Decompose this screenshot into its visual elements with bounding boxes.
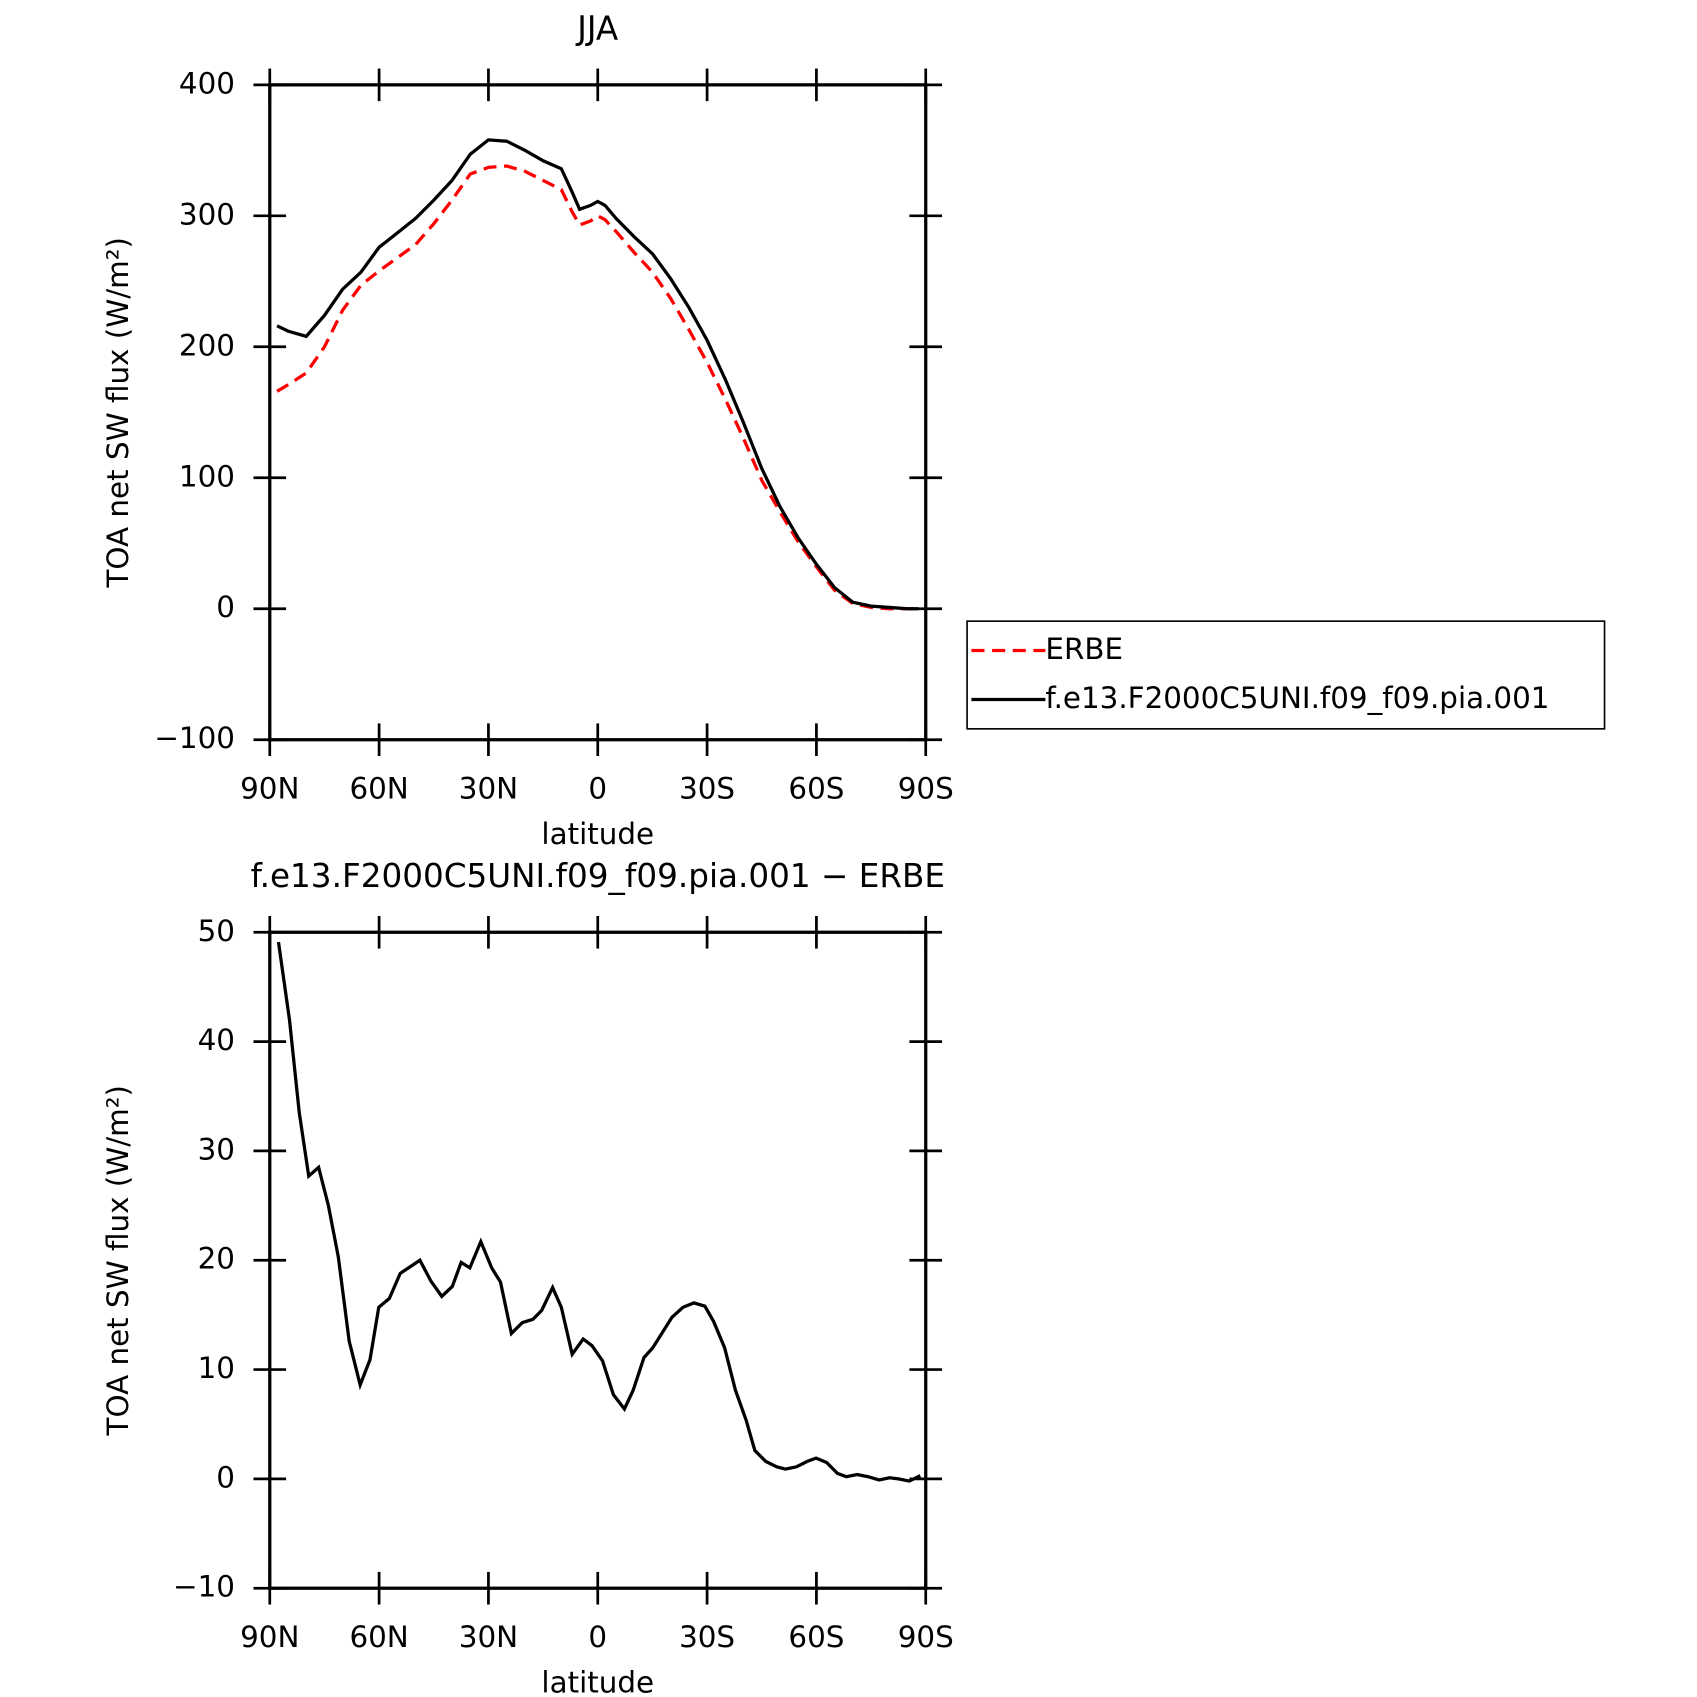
x-tick-label: 0	[588, 771, 607, 805]
legend-label: ERBE	[1045, 632, 1123, 666]
x-tick-label: 90N	[240, 771, 299, 805]
plot-frame	[268, 83, 928, 742]
y-tick-label: 100	[179, 459, 235, 493]
y-tick-label: 10	[198, 1351, 235, 1385]
chart-title: f.e13.F2000C5UNI.f09_f09.pia.001 − ERBE	[251, 857, 946, 895]
y-tick-label: −10	[173, 1570, 235, 1604]
x-tick-label: 30N	[459, 771, 518, 805]
chart-title: JJA	[575, 9, 619, 47]
x-tick-label: 0	[588, 1620, 607, 1654]
legend-box	[966, 620, 1606, 730]
y-tick-label: 40	[198, 1023, 235, 1057]
x-tick-label: 60S	[788, 771, 844, 805]
x-axis-label: latitude	[541, 1665, 654, 1697]
y-tick-label: 0	[216, 590, 235, 624]
legend-label: f.e13.F2000C5UNI.f09_f09.pia.001	[1045, 681, 1549, 715]
y-tick-label: 200	[179, 328, 235, 362]
y-tick-label: 300	[179, 197, 235, 231]
y-tick-label: 0	[216, 1460, 235, 1494]
y-tick-label: 20	[198, 1242, 235, 1276]
y-tick-label: 50	[198, 914, 235, 948]
y-tick-label: 30	[198, 1132, 235, 1166]
series-line	[276, 164, 919, 611]
x-tick-label: 30N	[459, 1620, 518, 1654]
series-line	[276, 138, 919, 611]
y-tick-label: 400	[179, 66, 235, 100]
x-tick-label: 60N	[349, 771, 408, 805]
x-axis-label: latitude	[541, 817, 654, 851]
x-tick-label: 90N	[240, 1620, 299, 1654]
x-tick-label: 60S	[788, 1620, 844, 1654]
series-line	[276, 941, 922, 1483]
x-tick-label: 90S	[898, 1620, 954, 1654]
x-tick-label: 60N	[349, 1620, 408, 1654]
x-tick-label: 90S	[898, 771, 954, 805]
x-tick-label: 30S	[679, 771, 735, 805]
x-tick-label: 30S	[679, 1620, 735, 1654]
y-axis-label: TOA net SW flux (W/m²)	[101, 1085, 135, 1436]
y-axis-label: TOA net SW flux (W/m²)	[101, 237, 135, 588]
y-tick-label: −100	[154, 721, 235, 755]
plot-frame	[268, 930, 928, 1590]
